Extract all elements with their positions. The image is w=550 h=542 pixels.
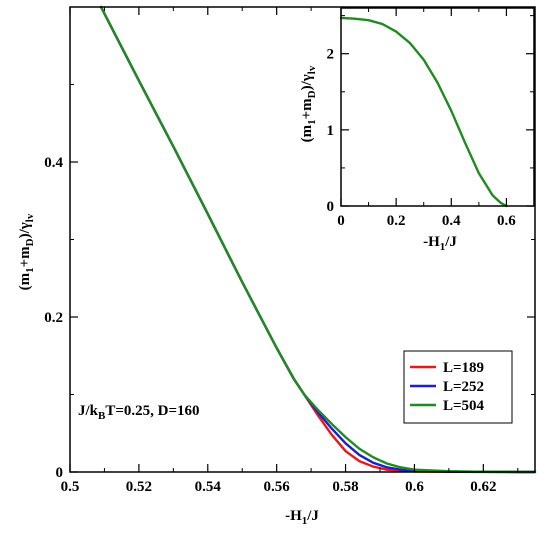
legend-label-l252: L=252 (443, 379, 484, 395)
main-x-tick-label: 0.58 (332, 479, 358, 495)
main-y-ticks: 0 0.2 0.4 (44, 84, 535, 481)
inset-curve-series-0 (339, 16, 508, 208)
main-x-tick-label: 0.52 (126, 479, 152, 495)
main-x-axis-label: -H1/J (285, 508, 319, 527)
main-x-tick-label: 0.62 (470, 479, 496, 495)
inset-background (341, 8, 534, 206)
main-y-tick-label: 0.2 (44, 310, 63, 326)
legend-label-l189: L=189 (443, 360, 484, 376)
inset-x-tick-label: 0 (337, 213, 345, 229)
inset-x-tick-label: 0.4 (442, 213, 461, 229)
inset-x-axis-label: -H1/J (423, 234, 457, 253)
inset-y-tick-label: 1 (327, 123, 335, 139)
main-x-ticks: 0.5 0.52 0.54 0.56 0.58 0.6 0.62 (61, 7, 519, 495)
legend-label-l504: L=504 (443, 398, 485, 414)
inset-y-axis-label: (m1+mD)/γlv (299, 65, 318, 142)
main-x-tick-label: 0.6 (405, 479, 424, 495)
legend: L=189 L=252 L=504 (403, 350, 513, 424)
inset-y-tick-label: 0 (327, 199, 335, 215)
inset-chart: 0 0.2 0.4 0.6 0 1 2 -H1/J (m1+mD)/γlv (299, 7, 535, 253)
inset-x-ticks: 0 0.2 0.4 0.6 (337, 8, 516, 229)
main-y-tick-label: 0 (56, 465, 64, 481)
main-annotation: J/kBT=0.25, D=160 (78, 403, 200, 422)
main-curve-l-504 (99, 5, 537, 474)
main-x-tick-label: 0.5 (61, 479, 80, 495)
inset-x-tick-label: 0.2 (387, 213, 406, 229)
inset-y-tick-label: 2 (327, 47, 335, 63)
main-y-axis-label: (m1+mD)/γlv (17, 213, 36, 290)
main-chart: 0.5 0.52 0.54 0.56 0.58 0.6 0.62 00.20.4 -H1/J… (17, 5, 537, 527)
inset-plot-frame (340, 7, 535, 207)
main-x-tick-label: 0.56 (264, 479, 291, 495)
inset-plot-curves (339, 16, 508, 208)
inset-x-tick-label: 0.6 (497, 213, 516, 229)
main-x-tick-label: 0.54 (195, 479, 222, 495)
inset-y-ticks: 0 1 2 (327, 15, 534, 215)
main-y-tick-label: 0.4 (44, 155, 63, 171)
